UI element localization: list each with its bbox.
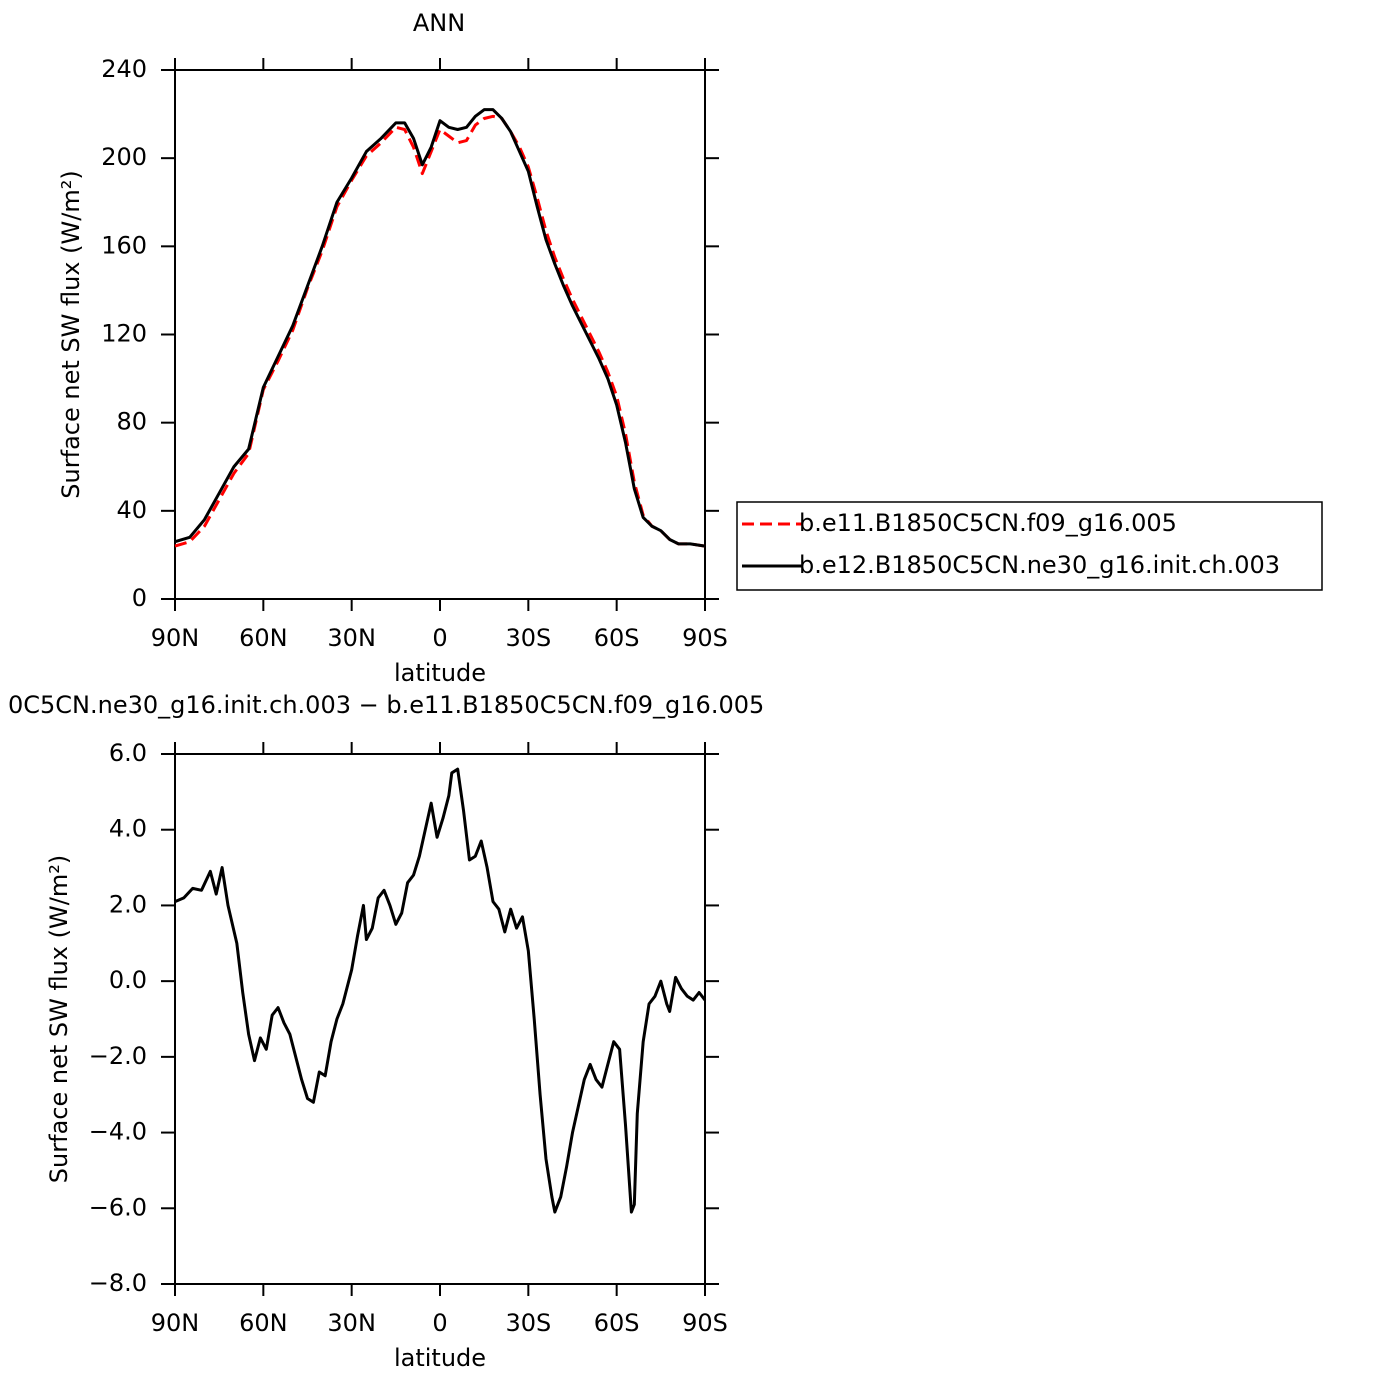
y-tick-label: 200 <box>101 143 147 171</box>
y-axis-label: Surface net SW flux (W/m²) <box>57 170 85 498</box>
y-tick-label: −8.0 <box>89 1269 147 1297</box>
y-tick-label: −2.0 <box>89 1042 147 1070</box>
x-tick-label: 0 <box>432 624 447 652</box>
y-tick-label: 6.0 <box>109 739 147 767</box>
x-tick-label: 90S <box>682 624 728 652</box>
chart-title: ANN <box>413 9 465 37</box>
x-tick-label: 30S <box>505 624 551 652</box>
x-tick-label: 90N <box>151 1309 200 1337</box>
y-tick-label: 120 <box>101 320 147 348</box>
x-tick-label: 60S <box>594 624 640 652</box>
y-tick-label: 2.0 <box>109 890 147 918</box>
y-axis-label: Surface net SW flux (W/m²) <box>45 855 73 1183</box>
x-tick-label: 90S <box>682 1309 728 1337</box>
data-line <box>174 114 706 548</box>
y-tick-label: 0.0 <box>109 966 147 994</box>
plot-frame <box>174 69 706 600</box>
y-tick-label: 4.0 <box>109 815 147 843</box>
y-tick-label: −4.0 <box>89 1118 147 1146</box>
x-axis-label: latitude <box>394 659 486 687</box>
data-line <box>174 767 707 1214</box>
y-tick-label: 240 <box>101 55 147 83</box>
y-tick-label: 0 <box>132 584 147 612</box>
x-tick-label: 30N <box>327 1309 376 1337</box>
x-tick-label: 0 <box>432 1309 447 1337</box>
plot-frame <box>174 753 706 1285</box>
legend-box <box>736 501 1323 591</box>
x-tick-label: 60S <box>594 1309 640 1337</box>
x-tick-label: 60N <box>239 624 288 652</box>
y-tick-label: −6.0 <box>89 1193 147 1221</box>
legend-label: b.e11.B1850C5CN.f09_g16.005 <box>799 509 1177 537</box>
x-tick-label: 60N <box>239 1309 288 1337</box>
y-tick-label: 80 <box>116 408 147 436</box>
x-tick-label: 30S <box>505 1309 551 1337</box>
x-tick-label: 30N <box>327 624 376 652</box>
x-tick-label: 90N <box>151 624 200 652</box>
y-tick-label: 40 <box>116 496 147 524</box>
chart-title: 0C5CN.ne30_g16.init.ch.003 − b.e11.B1850… <box>8 691 764 719</box>
legend-label: b.e12.B1850C5CN.ne30_g16.init.ch.003 <box>799 551 1280 579</box>
x-axis-label: latitude <box>394 1344 486 1372</box>
data-line <box>174 108 706 548</box>
y-tick-label: 160 <box>101 231 147 259</box>
